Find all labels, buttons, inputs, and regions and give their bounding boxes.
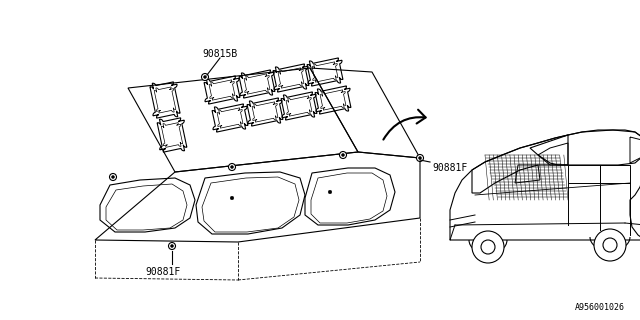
Circle shape: [204, 76, 207, 78]
Circle shape: [228, 164, 236, 171]
Circle shape: [339, 151, 346, 158]
Circle shape: [230, 165, 234, 169]
Circle shape: [170, 244, 173, 247]
Circle shape: [202, 74, 209, 81]
Text: 90881F: 90881F: [145, 267, 180, 277]
FancyArrowPatch shape: [383, 110, 426, 140]
Text: 90815B: 90815B: [202, 49, 237, 59]
Circle shape: [328, 190, 332, 194]
Circle shape: [109, 173, 116, 180]
Circle shape: [111, 175, 115, 179]
Circle shape: [230, 196, 234, 200]
Circle shape: [417, 155, 424, 162]
Circle shape: [168, 243, 175, 250]
Circle shape: [594, 229, 626, 261]
Text: 90881F: 90881F: [432, 163, 467, 173]
Text: A956001026: A956001026: [575, 303, 625, 313]
Circle shape: [419, 156, 422, 159]
Circle shape: [472, 231, 504, 263]
Circle shape: [342, 154, 344, 156]
